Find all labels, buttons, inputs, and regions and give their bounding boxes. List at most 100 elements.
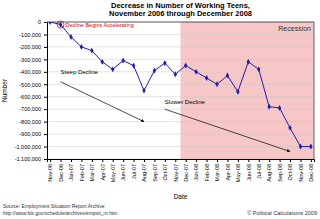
y-tick-mark: [44, 47, 47, 48]
x-tick-mark: [311, 159, 312, 162]
grid-line: [47, 59, 314, 60]
y-tick: -1,100,000: [15, 156, 47, 162]
x-tick-label: Aug-07: [141, 164, 147, 182]
chart: Decrease in Number of Working Teens,Nove…: [0, 0, 320, 219]
x-tick-mark: [175, 159, 176, 162]
x-tick: Apr-08: [225, 159, 231, 181]
x-tick-mark: [196, 159, 197, 162]
frame: [314, 22, 315, 159]
x-tick: May-08: [235, 159, 241, 182]
x-tick-mark: [207, 159, 208, 162]
x-tick: Mar-08: [214, 159, 220, 181]
x-tick-label: Nov-07: [173, 164, 179, 182]
x-tick: Aug-08: [266, 159, 272, 182]
x-tick-label: Dec-08: [308, 164, 314, 182]
point: [236, 89, 239, 95]
x-tick: Sep-07: [152, 159, 158, 182]
x-tick: Dec-06: [58, 159, 64, 182]
x-tick-label: May-07: [110, 164, 116, 182]
y-tick-mark: [44, 22, 47, 23]
y-tick-label: -900,000: [19, 131, 41, 137]
y-tick-label: 0: [38, 19, 41, 25]
point: [247, 59, 250, 65]
point: [48, 22, 51, 25]
y-tick: -100,000: [19, 32, 47, 38]
x-tick-mark: [61, 159, 62, 162]
x-tick: Jun-07: [120, 159, 126, 181]
y-tick-label: -200,000: [19, 44, 41, 50]
x-tick-label: Apr-07: [100, 164, 106, 181]
point: [194, 69, 197, 75]
x-tick: Nov-06: [47, 159, 53, 182]
y-tick: -300,000: [19, 57, 47, 63]
y-tick-mark: [44, 159, 47, 160]
y-tick-label: -1,000,000: [15, 144, 41, 150]
x-tick-mark: [248, 159, 249, 162]
y-tick-mark: [44, 134, 47, 135]
y-tick: -1,000,000: [15, 144, 47, 150]
x-tick-label: Mar-08: [214, 164, 220, 181]
y-axis: 0 -100,000 -200,000 -300,000 -400,000 -500,00…: [15, 19, 48, 162]
grid-line: [47, 96, 314, 97]
x-tick: Feb-08: [204, 159, 210, 181]
point: [101, 59, 104, 65]
y-axis-line: [44, 23, 48, 160]
y-tick-label: -1,100,000: [15, 156, 41, 162]
x-tick-label: Jan-08: [193, 164, 199, 181]
x-tick-mark: [227, 159, 228, 162]
grid-line: [47, 34, 314, 35]
x-tick-label: Jul-08: [256, 164, 262, 179]
x-tick-label: Jan-07: [68, 164, 74, 181]
arrow: [61, 82, 144, 122]
plot-background: [47, 22, 314, 159]
x-tick: Jan-07: [68, 159, 74, 181]
y-tick-mark: [44, 84, 47, 85]
x-tick-mark: [217, 159, 218, 162]
point: [111, 66, 114, 72]
point: [80, 44, 83, 50]
x-axis-title: Date: [174, 193, 188, 200]
y-tick: -900,000: [19, 131, 47, 137]
arrow: [165, 109, 290, 151]
grid-line: [47, 134, 314, 135]
grid-line: [47, 121, 314, 122]
x-tick: Feb-07: [79, 159, 85, 181]
point: [278, 105, 281, 111]
point: [267, 104, 270, 110]
point: [257, 66, 260, 72]
x-axis: Nov-06 Dec-06 Jan-07 Feb-07 Mar-07 Apr-07 May-…: [47, 159, 314, 182]
x-tick-mark: [81, 159, 82, 162]
x-tick: Mar-07: [89, 159, 95, 181]
x-tick: Oct-07: [162, 159, 168, 181]
y-tick-mark: [44, 122, 47, 123]
x-tick-label: Feb-07: [79, 164, 85, 181]
x-tick-mark: [144, 159, 145, 162]
x-tick-label: Nov-08: [298, 164, 304, 182]
plot: 0 -100,000 -200,000 -300,000 -400,000 -500,00…: [15, 19, 315, 182]
annotation: Decline Begins Accelerating: [66, 21, 134, 27]
y-tick-label: -400,000: [19, 69, 41, 75]
x-tick: Apr-07: [100, 159, 106, 181]
x-tick-label: Feb-08: [204, 164, 210, 181]
y-tick: 0: [38, 19, 47, 25]
x-tick: Aug-07: [141, 159, 147, 182]
x-tick: Dec-07: [183, 159, 189, 182]
x-tick-label: Sep-07: [152, 164, 158, 182]
y-tick: -800,000: [19, 119, 47, 125]
point: [288, 125, 291, 131]
x-tick-label: Aug-08: [266, 164, 272, 182]
y-tick-label: -800,000: [19, 119, 41, 125]
x-tick-mark: [165, 159, 166, 162]
x-tick-label: Jun-08: [246, 164, 252, 181]
grid-line: [47, 84, 314, 85]
x-tick-mark: [71, 159, 72, 162]
annotations: RecessionDecline Begins AcceleratingStee…: [57, 21, 311, 152]
grid-line: [47, 109, 314, 110]
source: Source: Employment Situation Report Arch…: [3, 203, 105, 209]
y-tick-label: -100,000: [19, 32, 41, 38]
credit: © Political Calculations 2009: [247, 210, 317, 216]
y-tick-mark: [44, 59, 47, 60]
x-tick-mark: [113, 159, 114, 162]
x-tick-mark: [259, 159, 260, 162]
y-tick-label: -500,000: [19, 82, 41, 88]
